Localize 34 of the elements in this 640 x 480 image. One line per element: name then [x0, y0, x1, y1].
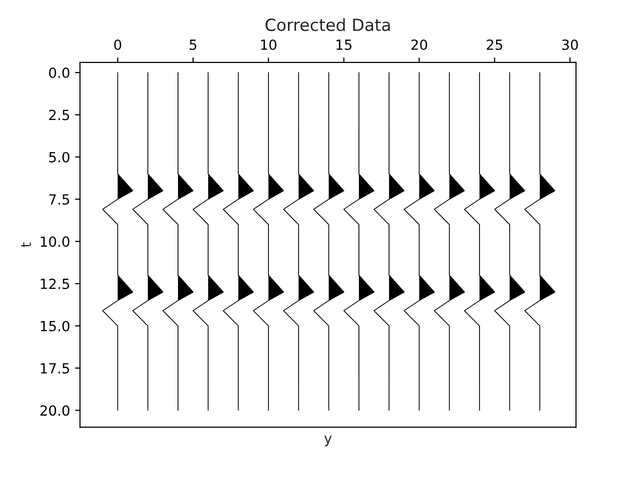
- x-tick-label: 15: [336, 40, 352, 50]
- chart-title: Corrected Data: [266, 18, 390, 32]
- line-series: [524, 72, 556, 411]
- line-series: [464, 72, 496, 411]
- line-series: [283, 72, 314, 411]
- y-tick-label: 12.5: [40, 278, 70, 290]
- line-series: [434, 72, 465, 411]
- line-series: [162, 72, 194, 411]
- x-tick-label: 20: [411, 39, 428, 50]
- x-tick-label: 30: [562, 39, 578, 50]
- y-tick-label: 20.0: [40, 405, 70, 416]
- x-tick-label: 0: [114, 39, 122, 50]
- line-series: [313, 72, 344, 411]
- line-series: [252, 72, 284, 411]
- line-series: [192, 72, 224, 411]
- y-tick-label: 10.0: [40, 236, 70, 247]
- x-axis-title: y: [324, 436, 332, 446]
- line-series: [102, 72, 134, 411]
- y-tick-label: 7.5: [49, 194, 70, 205]
- line-series: [404, 72, 435, 411]
- y-tick-label: 0.0: [49, 68, 70, 78]
- x-tick-label: 10: [261, 39, 276, 50]
- y-tick-label: 2.5: [49, 110, 70, 120]
- line-series: [132, 72, 164, 411]
- y-tick-label: 17.5: [40, 363, 70, 374]
- y-axis-title: t: [21, 242, 31, 248]
- line-series: [374, 72, 405, 411]
- line-series: [222, 72, 254, 411]
- y-tick-label: 15.0: [40, 320, 70, 332]
- x-tick-label: 25: [486, 39, 502, 50]
- x-tick-label: 5: [190, 40, 196, 50]
- y-tick-label: 5.0: [49, 152, 70, 162]
- line-series: [343, 72, 374, 411]
- line-series: [494, 72, 526, 411]
